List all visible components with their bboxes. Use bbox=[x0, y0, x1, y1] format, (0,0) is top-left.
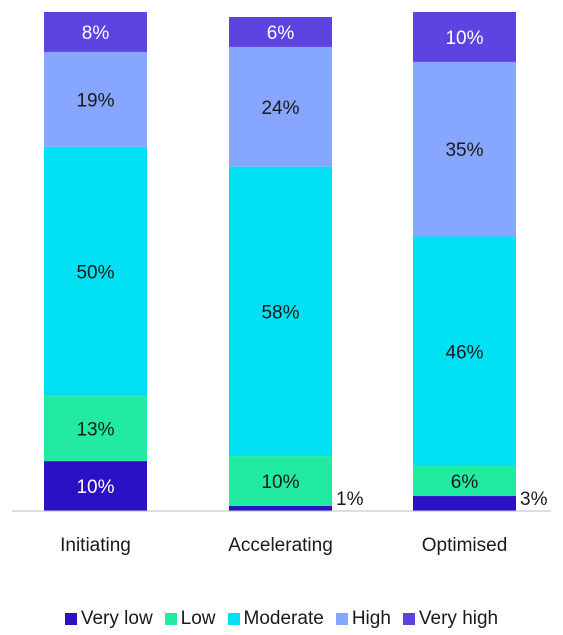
legend-swatch-moderate bbox=[227, 613, 240, 625]
category-labels: Initiating Accelerating Optimised bbox=[60, 535, 507, 556]
legend: Very low Low Moderate High Very high bbox=[0, 607, 563, 631]
bar-segment-accelerating-very-low bbox=[229, 506, 332, 511]
category-label-initiating: Initiating bbox=[60, 535, 131, 556]
legend-swatch-low bbox=[164, 613, 177, 625]
data-label-optimised-very-high: 10% bbox=[445, 28, 483, 49]
bar-segment-initiating-high bbox=[44, 51, 147, 147]
data-label-initiating-low: 13% bbox=[76, 420, 114, 441]
bar-segment-accelerating-very-high bbox=[229, 16, 332, 47]
legend-label-very-low: Very low bbox=[80, 608, 153, 629]
bar-segment-accelerating-low bbox=[229, 456, 332, 507]
bar-segment-initiating-moderate bbox=[44, 146, 147, 397]
data-label-accelerating-moderate: 58% bbox=[261, 302, 299, 323]
category-label-optimised: Optimised bbox=[422, 535, 508, 556]
legend-swatch-high bbox=[335, 613, 348, 625]
data-label-optimised-high: 35% bbox=[445, 140, 483, 161]
bars-group: 10% 13% 50% 19% 8% 1% 10% 58% 24% 6% 3% 6% 46% 35% 10% bbox=[44, 12, 548, 511]
legend-item-high: High bbox=[335, 608, 391, 630]
bar-segment-initiating-very-low bbox=[44, 461, 147, 511]
data-label-initiating-very-low: 10% bbox=[76, 477, 114, 498]
bar-segment-initiating-very-high bbox=[44, 12, 147, 52]
data-label-optimised-low: 6% bbox=[451, 472, 479, 493]
bar-segment-initiating-low bbox=[44, 396, 147, 462]
category-label-accelerating: Accelerating bbox=[228, 535, 333, 556]
legend-label-high: High bbox=[351, 608, 391, 629]
data-label-initiating-moderate: 50% bbox=[76, 262, 114, 283]
legend-item-very-high: Very high bbox=[402, 608, 499, 630]
legend-item-moderate: Moderate bbox=[227, 608, 324, 630]
data-label-initiating-high: 19% bbox=[76, 90, 114, 111]
legend-swatch-very-low bbox=[64, 613, 77, 625]
legend-item-very-low: Very low bbox=[64, 608, 153, 630]
bar-segment-optimised-very-high bbox=[413, 12, 516, 62]
legend-item-low: Low bbox=[164, 608, 216, 630]
data-label-optimised-very-low: 3% bbox=[520, 489, 548, 510]
data-label-accelerating-low: 10% bbox=[261, 472, 299, 493]
bar-segment-optimised-moderate bbox=[413, 236, 516, 467]
legend-label-low: Low bbox=[180, 608, 216, 629]
legend-label-moderate: Moderate bbox=[243, 608, 324, 629]
bar-segment-optimised-high bbox=[413, 61, 516, 237]
data-label-initiating-very-high: 8% bbox=[82, 23, 110, 44]
bar-segment-optimised-low bbox=[413, 466, 516, 497]
legend-swatch-very-high bbox=[402, 613, 415, 625]
data-label-accelerating-very-low: 1% bbox=[336, 489, 364, 510]
data-label-accelerating-high: 24% bbox=[261, 98, 299, 119]
bar-segment-optimised-very-low bbox=[413, 496, 516, 511]
bar-segment-accelerating-moderate bbox=[229, 166, 332, 457]
data-label-accelerating-very-high: 6% bbox=[267, 23, 295, 44]
legend-label-very-high: Very high bbox=[418, 608, 499, 629]
data-label-optimised-moderate: 46% bbox=[445, 342, 483, 363]
bar-segment-accelerating-high bbox=[229, 46, 332, 167]
